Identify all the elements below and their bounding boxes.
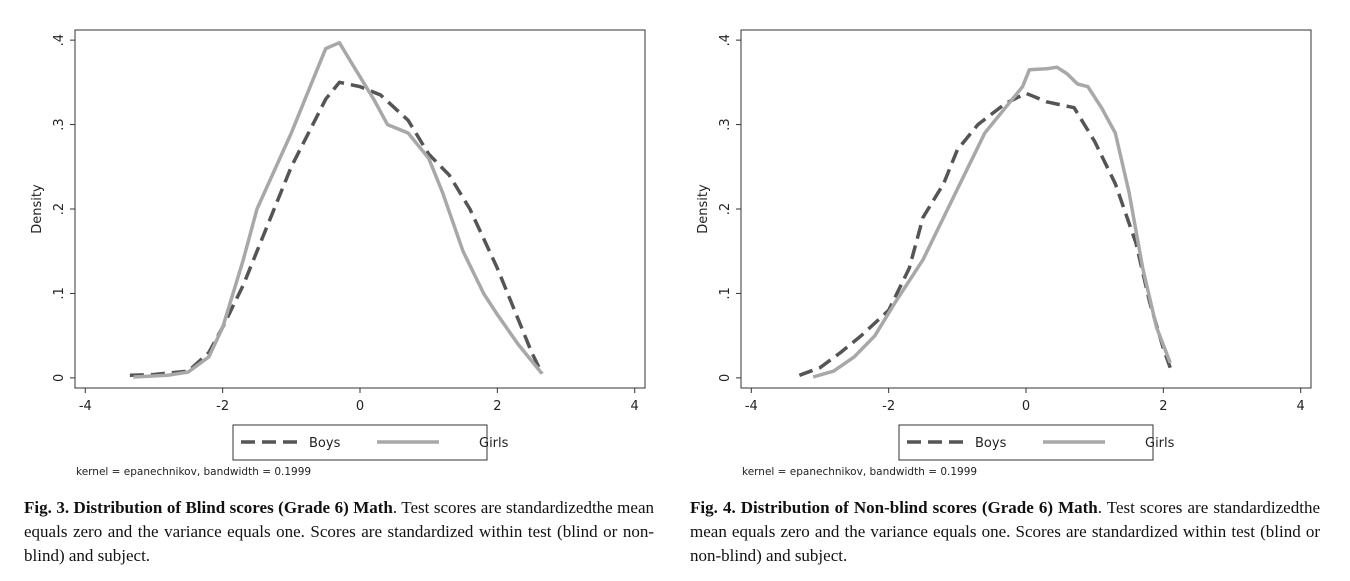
caption-text: . Test scores are standardizedthe mean e…: [690, 498, 1320, 565]
y-tick-label: .4: [52, 34, 67, 46]
y-tick-label: .2: [718, 203, 733, 215]
y-tick-label: .3: [52, 118, 67, 130]
y-tick-label: 0: [52, 374, 67, 382]
caption-label: Fig. 4. Distribution of Non-blind scores…: [690, 498, 1098, 517]
x-tick-label: -4: [745, 399, 758, 414]
x-tick-label: -2: [882, 399, 895, 414]
caption: Fig. 3. Distribution of Blind scores (Gr…: [24, 496, 654, 568]
y-tick-label: .2: [52, 203, 67, 215]
y-tick-label: 0: [718, 374, 733, 382]
y-tick-label: .1: [718, 287, 733, 299]
legend-label: Boys: [309, 436, 341, 451]
caption-label: Fig. 3. Distribution of Blind scores (Gr…: [24, 498, 393, 517]
note: kernel = epanechnikov, bandwidth = 0.199…: [742, 466, 977, 478]
x-tick-label: 2: [1159, 399, 1167, 414]
y-axis-label: Density: [30, 184, 45, 234]
x-tick-label: 4: [1297, 399, 1305, 414]
density-line: [133, 40, 544, 379]
caption-text: . Test scores are standardizedthe mean e…: [24, 498, 654, 565]
legend-label: Boys: [975, 436, 1007, 451]
charts: 0 .1 .2 .3 .4 -4 -2 0 2 4 Density Boys Girls kernel =…: [30, 29, 1312, 478]
x-tick-label: 2: [493, 399, 501, 414]
y-tick-label: .4: [718, 34, 733, 46]
y-tick-label: .1: [52, 287, 67, 299]
x-tick-label: -4: [79, 399, 92, 414]
y-axis-label: Density: [696, 184, 711, 234]
legend-label: Girls: [1145, 436, 1175, 451]
y-tick-label: .3: [718, 118, 733, 130]
density-line: [798, 91, 1172, 377]
density-line: [129, 80, 544, 378]
plot-frame: [74, 29, 646, 389]
plot-frame: [740, 29, 1312, 389]
note: kernel = epanechnikov, bandwidth = 0.199…: [76, 466, 311, 478]
x-tick-label: 4: [631, 399, 639, 414]
caption: Fig. 4. Distribution of Non-blind scores…: [690, 496, 1320, 568]
density-line: [812, 65, 1172, 379]
legend-label: Girls: [479, 436, 509, 451]
x-tick-label: -2: [216, 399, 229, 414]
legend-box: [232, 424, 488, 461]
x-tick-label: 0: [1022, 399, 1030, 414]
x-tick-label: 0: [356, 399, 364, 414]
